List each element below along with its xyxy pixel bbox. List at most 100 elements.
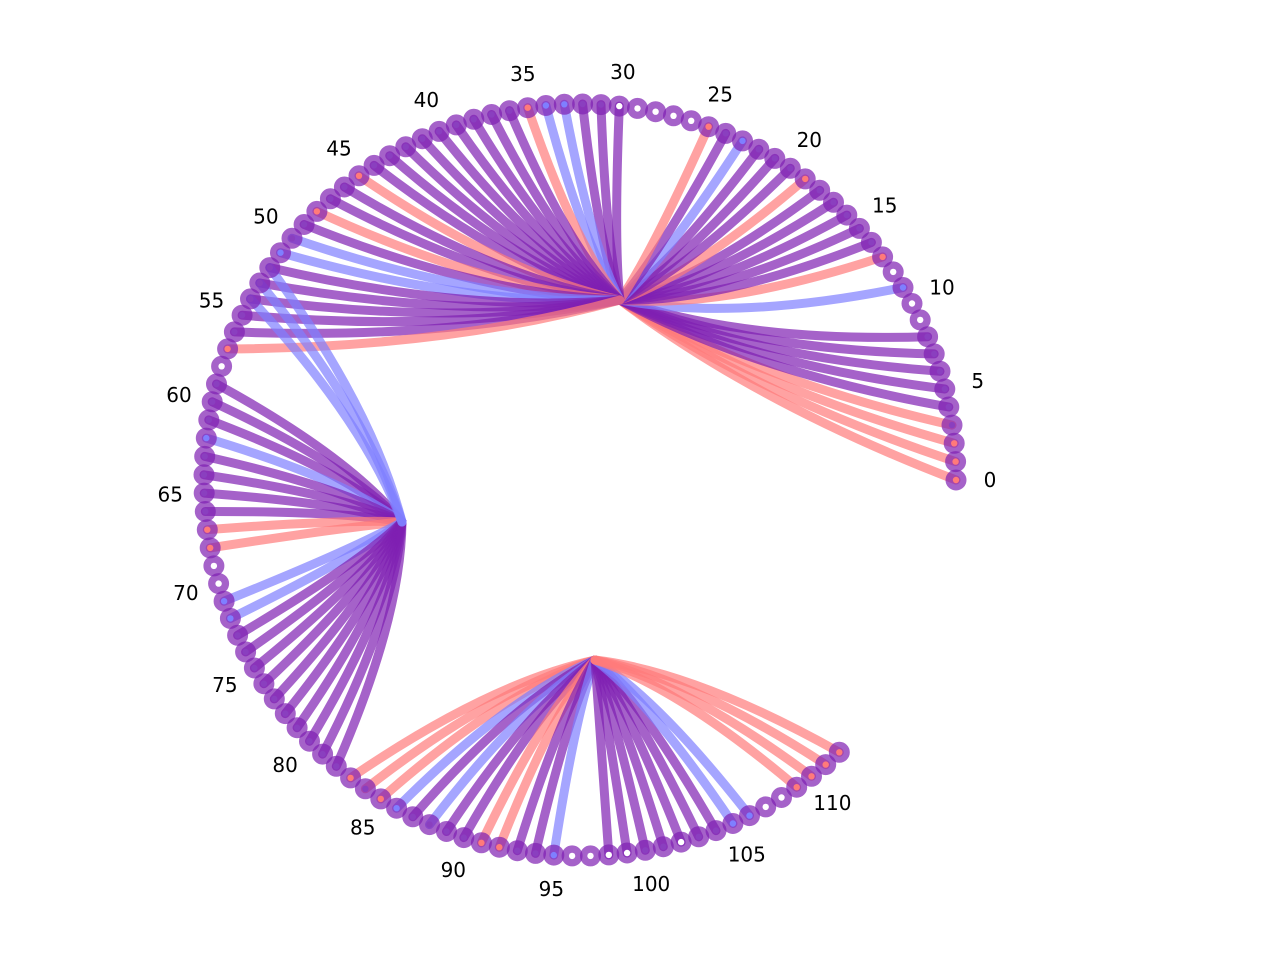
node-ring-102	[670, 831, 692, 853]
node-11	[899, 284, 907, 291]
tick-label-70: 70	[173, 581, 198, 605]
node-ring-7	[923, 343, 945, 365]
tick-label-110: 110	[813, 791, 851, 815]
node-ring-110	[801, 765, 822, 787]
tick-label-25: 25	[707, 83, 732, 107]
tick-label-30: 30	[610, 60, 635, 84]
node-84	[362, 785, 369, 792]
node-78	[282, 710, 289, 717]
tick-label-75: 75	[212, 673, 237, 697]
node-36	[506, 107, 513, 114]
node-ring-4	[938, 396, 960, 418]
node-ring-79	[286, 717, 308, 739]
node-104	[712, 827, 720, 834]
node-88	[426, 821, 433, 828]
node-ring-94	[525, 842, 546, 864]
node-112	[836, 749, 843, 756]
node-ring-39	[445, 114, 467, 136]
node-100	[642, 847, 649, 854]
node-10	[908, 300, 916, 307]
node-52	[266, 264, 273, 271]
node-109	[793, 784, 800, 791]
node-ring-24	[715, 122, 737, 144]
node-60	[209, 398, 216, 405]
node-40	[435, 128, 443, 135]
node-ring-6	[929, 360, 951, 382]
node-ring-100	[634, 839, 656, 861]
node-17	[830, 199, 837, 206]
edge-left-54	[246, 294, 407, 527]
node-ring-45	[348, 165, 370, 187]
node-15	[856, 225, 863, 232]
node-ring-85	[370, 788, 392, 810]
node-111	[822, 761, 829, 768]
node-18	[816, 187, 823, 194]
node-ring-95	[543, 844, 565, 866]
node-ring-27	[663, 105, 684, 127]
node-79	[293, 724, 301, 731]
tick-label-45: 45	[326, 136, 351, 160]
node-72	[227, 615, 234, 622]
node-ring-71	[213, 590, 235, 612]
node-ring-99	[616, 842, 638, 864]
edge-top-8	[615, 295, 933, 342]
node-7	[931, 350, 938, 358]
node-ring-90	[453, 827, 475, 849]
node-87	[409, 813, 416, 820]
nodes-layer	[193, 93, 967, 867]
tick-label-55: 55	[199, 288, 224, 312]
node-ring-12	[882, 261, 904, 283]
edge-left-68	[205, 517, 407, 553]
node-ring-46	[333, 176, 355, 198]
node-44	[370, 162, 378, 169]
node-ring-112	[828, 741, 850, 763]
node-33	[561, 101, 568, 108]
node-66	[202, 508, 209, 515]
node-25	[705, 123, 712, 130]
node-48	[313, 208, 321, 215]
tick-label-40: 40	[414, 88, 439, 112]
tick-label-85: 85	[350, 816, 375, 840]
node-105	[729, 820, 737, 827]
node-ring-34	[535, 95, 557, 116]
node-ring-35	[517, 97, 539, 119]
node-ring-98	[598, 844, 620, 866]
node-37	[488, 111, 495, 118]
node-ring-83	[340, 767, 362, 789]
node-ring-60	[201, 391, 223, 413]
tick-label-90: 90	[441, 858, 466, 882]
node-76	[260, 680, 268, 687]
node-77	[271, 695, 278, 703]
tick-label-0: 0	[984, 468, 997, 492]
tick-label-65: 65	[157, 482, 182, 506]
node-99	[623, 849, 631, 857]
node-46	[341, 183, 348, 191]
node-103	[695, 833, 702, 840]
node-ring-86	[386, 797, 408, 819]
node-ring-26	[680, 110, 702, 132]
node-71	[220, 598, 228, 605]
node-42	[402, 143, 409, 150]
node-20	[787, 165, 794, 172]
node-ring-19	[794, 168, 816, 190]
edge-top-25	[615, 122, 714, 305]
node-ring-5	[934, 378, 956, 400]
node-16	[843, 211, 850, 219]
node-ring-1	[945, 451, 967, 473]
node-83	[347, 774, 354, 782]
node-ring-55	[231, 304, 253, 326]
node-ring-52	[259, 257, 281, 279]
tick-label-60: 60	[166, 383, 191, 407]
node-21	[771, 155, 778, 162]
node-ring-68	[199, 537, 221, 559]
node-ring-9	[909, 309, 931, 331]
node-ring-84	[354, 778, 376, 800]
node-2	[951, 440, 958, 447]
node-ring-40	[428, 120, 450, 142]
node-8	[924, 333, 931, 340]
node-81	[319, 750, 326, 758]
node-107	[762, 803, 769, 811]
node-102	[677, 838, 685, 846]
node-101	[660, 843, 667, 850]
